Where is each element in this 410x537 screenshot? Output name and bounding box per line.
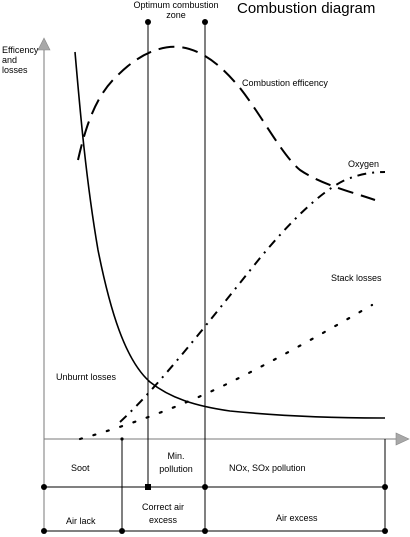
min-pollution-label-line1: Min. — [167, 451, 184, 461]
oxygen-curve-label: Oxygen — [348, 159, 379, 169]
efficiency-curve — [77, 45, 376, 201]
x-axis-arrow — [395, 432, 410, 446]
unburnt-losses-curve — [74, 51, 386, 419]
junction-square — [145, 484, 151, 490]
y-axis-label-line3: losses — [2, 65, 28, 75]
junction-dot — [382, 484, 388, 490]
correct-air-label-line1: Correct air — [142, 502, 184, 512]
correct-air-label-line2: excess — [149, 515, 178, 525]
min-pollution-label-line2: pollution — [159, 464, 193, 474]
air-excess-label: Air excess — [276, 513, 318, 523]
y-axis-label-line1: Efficency — [2, 45, 39, 55]
junction-dot — [41, 528, 47, 534]
junction-dot-small — [120, 437, 124, 441]
y-axis-arrow — [37, 37, 51, 51]
soot-label: Soot — [71, 463, 90, 473]
y-axis-label-line2: and — [2, 55, 17, 65]
optimum-zone-left-dot — [145, 19, 151, 25]
nox-sox-label: NOx, SOx pollution — [229, 463, 306, 473]
air-lack-label: Air lack — [66, 516, 96, 526]
junction-dot — [202, 528, 208, 534]
stack-losses-curve-label: Stack losses — [331, 273, 382, 283]
efficiency-curve-label: Combustion efficency — [242, 78, 328, 88]
optimum-zone-right-dot — [202, 19, 208, 25]
junction-dot — [202, 484, 208, 490]
junction-dot — [119, 528, 125, 534]
optimum-zone-label-line2: zone — [166, 10, 186, 20]
junction-dot — [382, 528, 388, 534]
junction-dot — [41, 484, 47, 490]
optimum-zone-label-line1: Optimum combustion — [133, 0, 218, 10]
unburnt-losses-curve-label: Unburnt losses — [56, 372, 117, 382]
oxygen-curve — [119, 171, 386, 423]
diagram-title: Combustion diagram — [237, 0, 375, 17]
